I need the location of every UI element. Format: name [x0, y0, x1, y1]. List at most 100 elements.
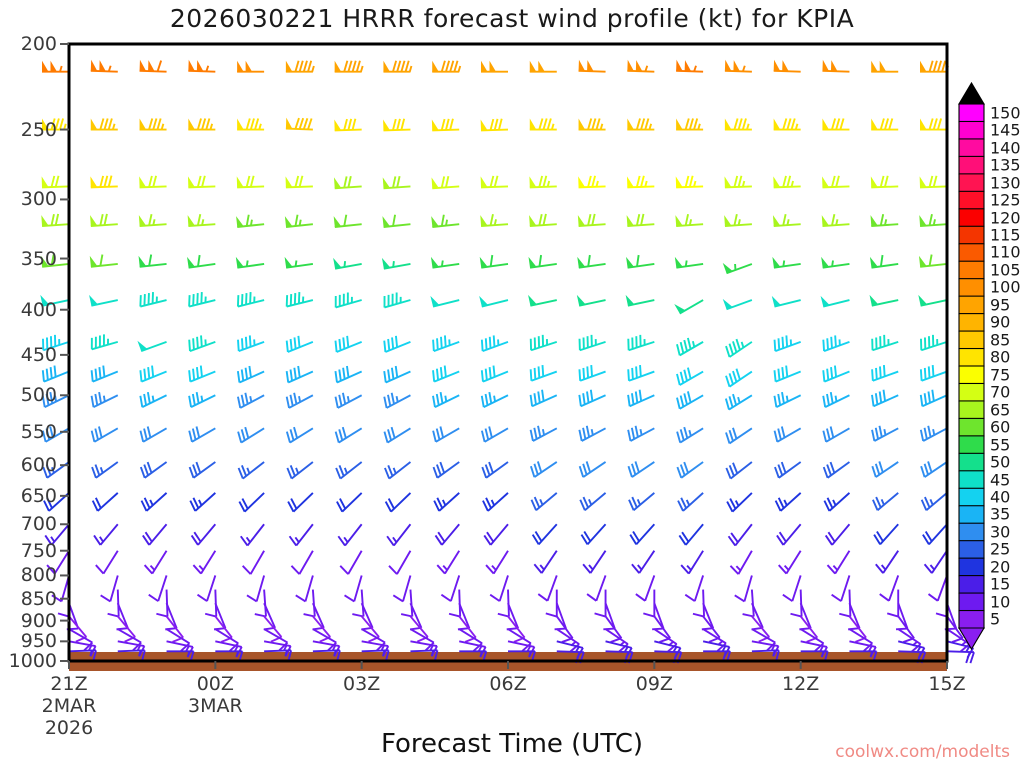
wind-barb: [554, 602, 567, 631]
wind-barb: [578, 425, 607, 442]
colorbar-tick: 75: [990, 365, 1011, 385]
wind-barb: [529, 461, 558, 478]
wind-barb: [431, 214, 460, 228]
wind-barb: [920, 461, 948, 478]
x-axis-title: Forecast Time (UTC): [380, 729, 643, 759]
wind-barb: [676, 118, 704, 131]
wind-barb: [724, 175, 752, 189]
wind-barb: [41, 426, 70, 443]
wind-barb: [383, 335, 411, 353]
wind-barb: [643, 589, 656, 618]
colorbar-tick: 140: [990, 138, 1021, 158]
wind-barb: [529, 389, 558, 408]
wind-barb: [773, 426, 802, 443]
wind-barb: [822, 118, 850, 131]
wind-barb: [196, 575, 217, 602]
wind-barb: [626, 175, 655, 189]
wind-barb: [383, 365, 411, 384]
y-tick-label: 950: [20, 630, 57, 653]
wind-barb: [237, 392, 265, 409]
wind-barb: [188, 426, 216, 443]
wind-barb: [139, 365, 167, 383]
wind-barb: [138, 214, 167, 228]
colorbar-tick: 25: [990, 539, 1011, 559]
wind-barb: [919, 389, 948, 408]
y-tick-label: 300: [20, 188, 57, 211]
wind-barb: [432, 335, 460, 353]
wind-barb: [676, 337, 704, 357]
wind-barb: [869, 254, 899, 269]
wind-barb: [430, 256, 460, 269]
wind-barb: [674, 256, 704, 269]
wind-barb: [188, 365, 216, 383]
wind-barb: [507, 628, 532, 652]
wind-barb: [440, 575, 461, 602]
wind-barb: [236, 365, 265, 384]
wind-barb: [483, 523, 509, 546]
wind-barb: [90, 118, 118, 131]
wind-barb: [677, 492, 704, 512]
credit-link[interactable]: coolwx.com/modelts: [835, 742, 1010, 762]
colorbar-tick: 110: [990, 242, 1021, 262]
wind-barb: [89, 294, 118, 307]
wind-barb: [190, 523, 217, 546]
wind-barb: [530, 492, 558, 511]
wind-barb: [773, 118, 801, 131]
y-tick-label: 450: [20, 343, 57, 366]
wind-barb: [40, 254, 70, 268]
wind-barb: [166, 628, 191, 652]
wind-barb: [485, 550, 509, 575]
wind-barb: [295, 575, 314, 603]
wind-barb: [895, 602, 909, 631]
wind-barb: [334, 392, 363, 409]
wind-barb: [44, 523, 70, 546]
wind-barb: [285, 426, 314, 444]
wind-barb: [235, 256, 265, 269]
wind-barb: [586, 575, 607, 602]
wind-barb: [772, 256, 801, 269]
wind-barb: [246, 575, 266, 603]
wind-barb: [137, 340, 167, 353]
wind-barb: [214, 628, 239, 652]
wind-barb: [287, 492, 314, 513]
wind-barb: [383, 60, 413, 73]
wind-barb: [529, 425, 558, 442]
wind-barb: [90, 59, 118, 73]
wind-barb: [89, 254, 118, 268]
wind-barb: [489, 575, 509, 602]
x-tick-label: 21Z 2MAR 2026: [42, 673, 97, 739]
wind-barb: [871, 334, 899, 352]
wind-barb: [724, 59, 752, 73]
wind-barb: [782, 575, 802, 602]
wind-barb: [140, 492, 168, 512]
colorbar-tick: 85: [990, 330, 1011, 350]
wind-barb: [139, 59, 167, 73]
wind-barb: [236, 175, 265, 189]
wind-barb: [529, 364, 558, 382]
wind-barb: [383, 118, 411, 132]
wind-barb: [582, 550, 607, 574]
wind-barb: [237, 461, 265, 480]
wind-barb: [285, 335, 314, 353]
wind-barb: [188, 335, 216, 353]
wind-barb: [922, 523, 948, 545]
wind-barb: [627, 334, 655, 352]
wind-barb: [432, 461, 460, 479]
wind-barb: [263, 628, 289, 652]
colorbar-tick: 60: [990, 417, 1011, 437]
wind-barb: [823, 492, 851, 512]
wind-barb: [148, 575, 168, 602]
colorbar-tick: 125: [990, 190, 1021, 210]
colorbar-tick: 145: [990, 120, 1021, 140]
wind-barb: [333, 175, 362, 190]
colorbar-tick: 5: [990, 609, 1001, 629]
wind-barb: [773, 59, 801, 73]
wind-barb: [675, 214, 704, 228]
wind-barb: [545, 589, 558, 618]
wind-barb: [821, 256, 850, 269]
wind-barb: [381, 257, 411, 270]
wind-barb-layer: [40, 59, 975, 664]
wind-barb: [334, 60, 364, 73]
wind-barb: [100, 575, 119, 603]
x-tick-year: 2026: [44, 717, 94, 739]
